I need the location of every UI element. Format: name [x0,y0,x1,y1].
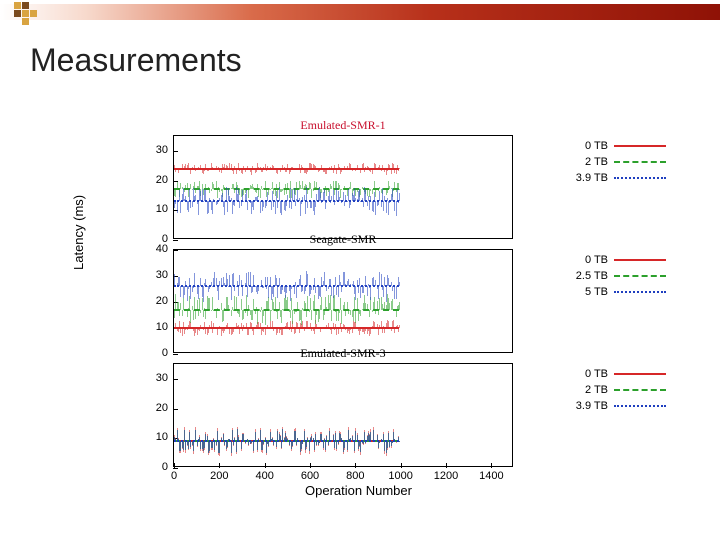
x-tick-mark [219,463,220,468]
legend-label: 0 TB [570,140,614,152]
y-axis-label: Latency (ms) [71,195,86,270]
legend-label: 2 TB [570,384,614,396]
x-tick-label: 0 [171,470,177,482]
legend-item: 2 TB [570,154,680,170]
y-tick-label: 0 [144,347,168,359]
legend-swatch [614,405,666,407]
legend-item: 3.9 TB [570,170,680,186]
legend-item: 5 TB [570,284,680,300]
series-noise [174,136,399,240]
legend-item: 0 TB [570,252,680,268]
legend-swatch [614,275,666,277]
y-tick-label: 20 [144,295,168,307]
legend: 0 TB 2 TB 3.9 TB [570,366,680,414]
logo-icon [14,2,40,28]
y-tick-label: 10 [144,203,168,215]
legend-item: 0 TB [570,138,680,154]
series-noise [174,250,399,354]
x-tick-label: 600 [301,470,319,482]
legend-item: 2.5 TB [570,268,680,284]
y-tick-label: 30 [144,144,168,156]
y-tick-label: 30 [144,269,168,281]
legend-label: 3.9 TB [570,172,614,184]
series-noise [174,364,399,468]
chart-panel: Seagate-SMR0102030400 TB2.5 TB5 TB [173,249,513,353]
x-tick-mark [265,463,266,468]
y-tick-label: 20 [144,174,168,186]
x-tick-label: 1000 [388,470,412,482]
x-tick-label: 200 [210,470,228,482]
chart-panel: Emulated-SMR-301020300 TB2 TB3.9 TB02004… [173,363,513,467]
x-tick-mark [446,463,447,468]
y-tick-label: 40 [144,243,168,255]
legend-swatch [614,161,666,163]
x-tick-mark [491,463,492,468]
x-tick-mark [174,463,175,468]
chart-panel: Emulated-SMR-101020300 TB2 TB3.9 TB [173,135,513,239]
x-tick-label: 400 [255,470,273,482]
x-tick-label: 1400 [479,470,503,482]
y-tick-label: 10 [144,321,168,333]
legend: 0 TB 2.5 TB 5 TB [570,252,680,300]
y-tick-label: 30 [144,372,168,384]
x-tick-mark [401,463,402,468]
y-tick-label: 20 [144,402,168,414]
legend-label: 2.5 TB [570,270,614,282]
legend-label: 0 TB [570,254,614,266]
x-tick-label: 800 [346,470,364,482]
page-title: Measurements [30,42,242,79]
legend-swatch [614,389,666,391]
legend-label: 0 TB [570,368,614,380]
legend-swatch [614,177,666,179]
legend-label: 2 TB [570,156,614,168]
legend-item: 2 TB [570,382,680,398]
legend-swatch [614,259,666,261]
legend: 0 TB 2 TB 3.9 TB [570,138,680,186]
slide: Measurements Latency (ms) Operation Numb… [0,0,720,540]
legend-swatch [614,291,666,293]
legend-swatch [614,373,666,375]
x-tick-mark [355,463,356,468]
panel-title: Seagate-SMR [174,232,512,247]
y-tick-label: 10 [144,431,168,443]
x-tick-mark [310,463,311,468]
chart-area: Latency (ms) Operation Number Emulated-S… [125,115,645,500]
legend-item: 0 TB [570,366,680,382]
x-axis-label: Operation Number [305,483,412,498]
y-tick-label: 0 [144,461,168,473]
legend-item: 3.9 TB [570,398,680,414]
y-tick-mark [173,468,178,469]
x-tick-label: 1200 [434,470,458,482]
legend-label: 5 TB [570,286,614,298]
panel-title: Emulated-SMR-3 [174,346,512,361]
panel-title: Emulated-SMR-1 [174,118,512,133]
legend-label: 3.9 TB [570,400,614,412]
banner [0,4,720,20]
legend-swatch [614,145,666,147]
